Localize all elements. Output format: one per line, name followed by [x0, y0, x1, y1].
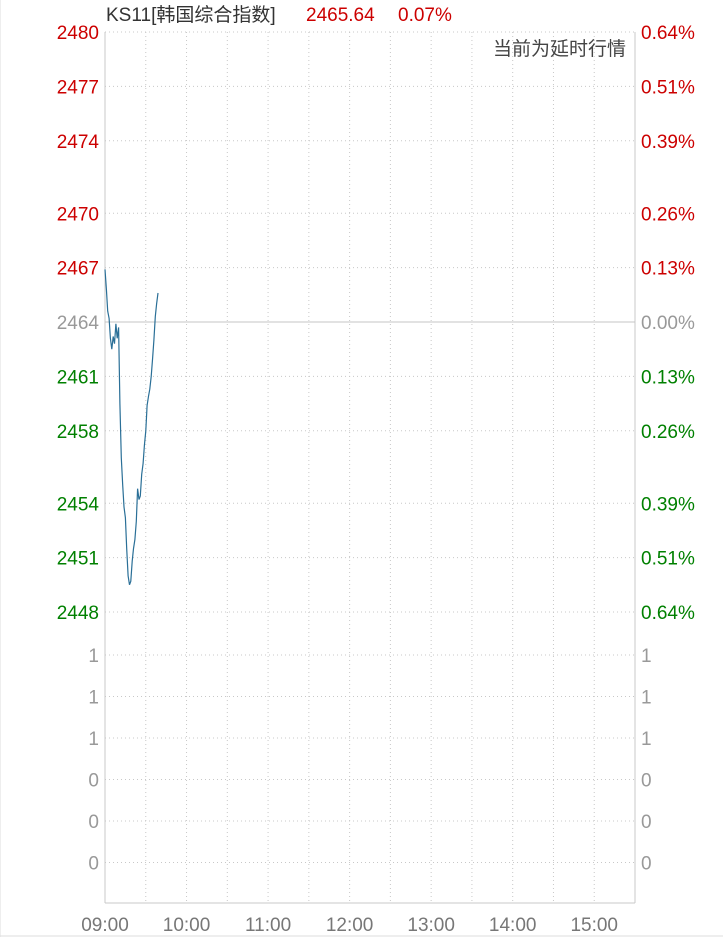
- index-change-pct: 0.07%: [398, 5, 452, 26]
- volume-axis-left: 1 1 1 0 0 0: [88, 646, 99, 875]
- change-axis-right: 0.64% 0.51% 0.39% 0.26% 0.13% 0.00% 0.13% 0.26%…: [641, 23, 695, 624]
- price-tick-label: 2451: [57, 549, 99, 570]
- time-tick-label: 11:00: [245, 915, 291, 936]
- price-axis-left: 2480 2477 2474 2470 2467 2464 2461 2458 2454 2451…: [57, 23, 100, 624]
- volume-tick-label-right: 0: [641, 771, 652, 792]
- time-tick-label: 12:00: [326, 915, 374, 936]
- price-tick-label: 2464: [57, 313, 100, 334]
- change-pct-tick-label: 0.39%: [641, 494, 695, 515]
- price-tick-label: 2474: [57, 132, 100, 153]
- delay-notice: 当前为延时行情: [493, 38, 626, 60]
- price-line: [104, 269, 159, 586]
- volume-axis-right: 1 1 1 0 0 0: [641, 646, 652, 875]
- change-pct-tick-label: 0.39%: [641, 132, 695, 153]
- time-tick-label: 13:00: [407, 915, 455, 936]
- time-tick-label: 14:00: [489, 915, 537, 936]
- price-tick-label: 2454: [57, 494, 100, 515]
- price-tick-label: 2448: [57, 603, 99, 624]
- index-name: KS11[韩国综合指数]: [106, 4, 276, 26]
- index-price: 2465.64: [306, 5, 375, 26]
- change-pct-tick-label: 0.26%: [641, 422, 695, 443]
- change-pct-tick-label: 0.64%: [641, 603, 695, 624]
- volume-tick-label: 0: [88, 854, 99, 875]
- volume-tick-label: 1: [88, 729, 99, 750]
- volume-tick-label-right: 1: [641, 646, 652, 667]
- time-axis: 09:00 10:00 11:00 12:00 13:00 14:00 15:00: [81, 915, 618, 936]
- price-tick-label: 2458: [57, 422, 99, 443]
- price-tick-label: 2480: [57, 23, 99, 44]
- volume-tick-label: 1: [88, 646, 99, 667]
- volume-tick-label: 1: [88, 688, 99, 709]
- change-pct-tick-label: 0.13%: [641, 367, 695, 388]
- change-pct-tick-label: 0.13%: [641, 259, 695, 280]
- change-pct-tick-label: 0.00%: [641, 313, 695, 334]
- change-pct-tick-label: 0.51%: [641, 77, 695, 98]
- change-pct-tick-label: 0.26%: [641, 204, 695, 225]
- volume-tick-label: 0: [88, 812, 99, 833]
- time-tick-label: 15:00: [570, 915, 618, 936]
- change-pct-tick-label: 0.51%: [641, 549, 695, 570]
- price-tick-label: 2477: [57, 77, 99, 98]
- volume-tick-label-right: 0: [641, 812, 652, 833]
- price-tick-label: 2470: [57, 204, 99, 225]
- change-pct-tick-label: 0.64%: [641, 23, 695, 44]
- volume-tick-label: 0: [88, 771, 99, 792]
- time-tick-label: 10:00: [163, 915, 211, 936]
- price-tick-label: 2461: [57, 367, 99, 388]
- volume-tick-label-right: 1: [641, 729, 652, 750]
- price-tick-label: 2467: [57, 259, 99, 280]
- time-tick-label: 09:00: [81, 915, 129, 936]
- volume-tick-label-right: 1: [641, 688, 652, 709]
- volume-tick-label-right: 0: [641, 854, 652, 875]
